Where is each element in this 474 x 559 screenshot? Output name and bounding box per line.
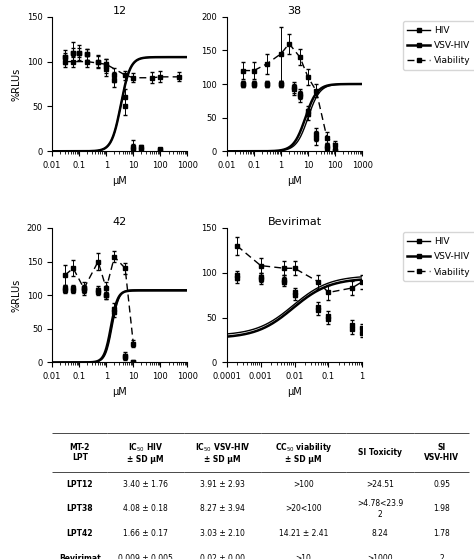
Y-axis label: %RLUs: %RLUs [11, 278, 21, 312]
Y-axis label: %RLUs: %RLUs [11, 68, 21, 101]
X-axis label: µM: µM [112, 176, 127, 186]
X-axis label: µM: µM [112, 387, 127, 397]
Title: Bevirimat: Bevirimat [267, 217, 321, 227]
X-axis label: µM: µM [287, 176, 302, 186]
Title: 42: 42 [113, 217, 127, 227]
Title: 38: 38 [287, 6, 301, 16]
Title: 12: 12 [113, 6, 127, 16]
Legend: HIV, VSV-HIV, Viability: HIV, VSV-HIV, Viability [403, 21, 474, 70]
X-axis label: µM: µM [287, 387, 302, 397]
Legend: HIV, VSV-HIV, Viability: HIV, VSV-HIV, Viability [403, 233, 474, 281]
